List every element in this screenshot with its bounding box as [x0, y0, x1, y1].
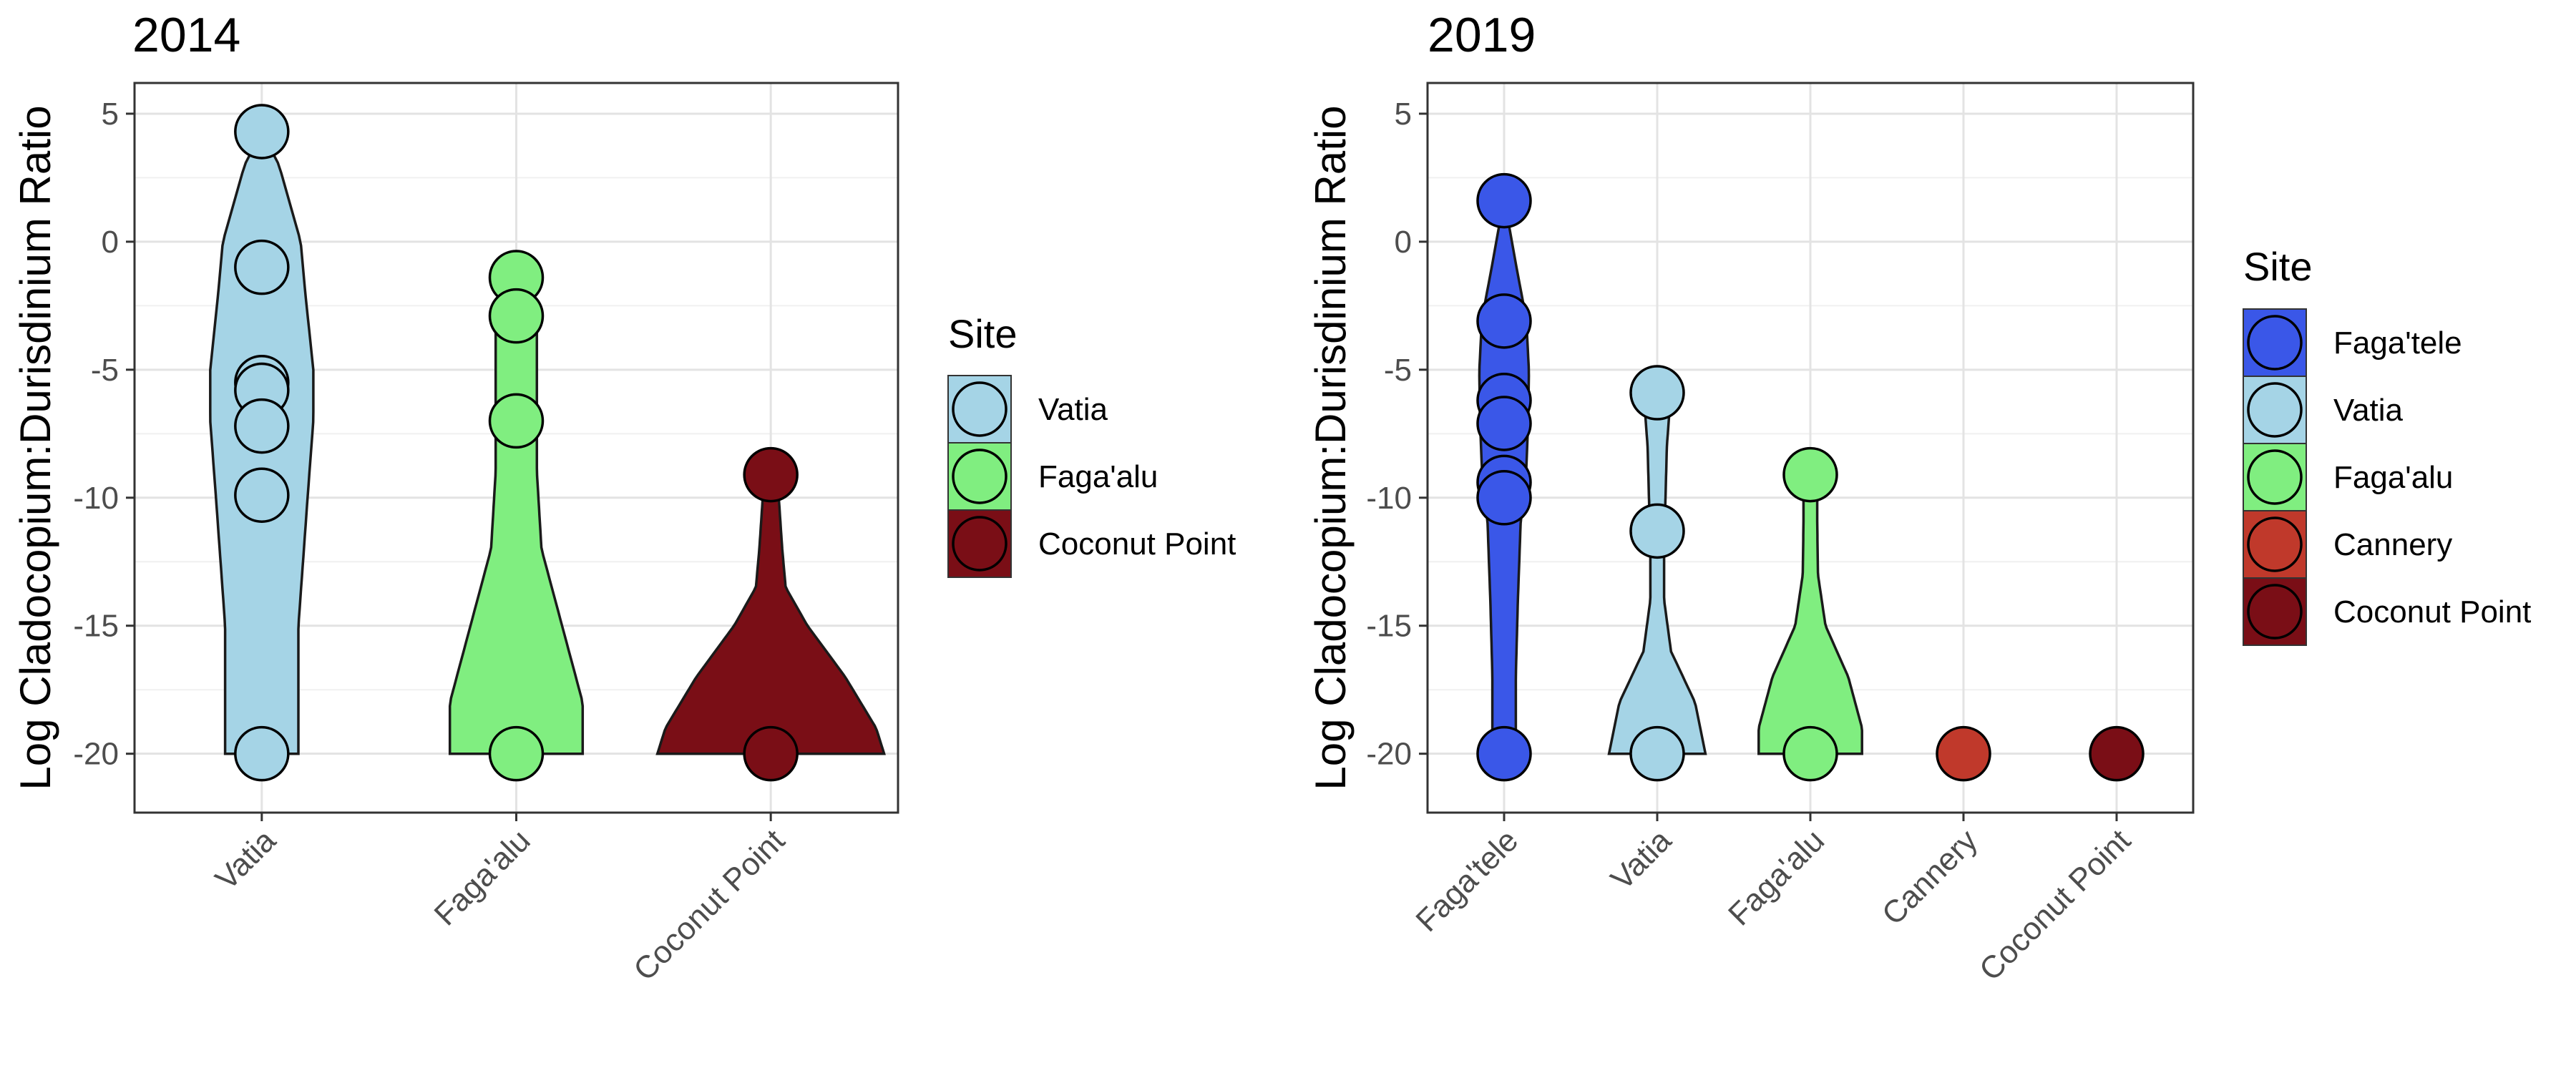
- point-faga-tele: [1476, 172, 1532, 229]
- legend-label: Faga'tele: [2333, 325, 2462, 361]
- y-tick-label: 0: [1395, 225, 1412, 260]
- legend-key-point: [952, 449, 1008, 504]
- point-faga-tele: [1476, 470, 1532, 526]
- legend-item-vatia: Vatia: [2243, 376, 2404, 444]
- x-tick-label: Coconut Point: [627, 823, 791, 987]
- x-tick-label: Vatia: [1604, 823, 1679, 897]
- legend-item-faga-alu: Faga'alu: [947, 442, 1158, 511]
- legend-label: Coconut Point: [1038, 526, 1236, 562]
- legend-key-point: [952, 381, 1008, 437]
- point-vatia: [1629, 365, 1685, 421]
- legend-label: Cannery: [2333, 527, 2452, 562]
- panel-1: 2014 5 0 -5 -10 -15 -20 Vatia Faga'alu Coconut Po…: [11, 8, 1236, 988]
- x-tick-label: Faga'alu: [428, 823, 537, 932]
- y-axis-label: Log Cladocopium:Durisdinium Ratio: [1307, 105, 1355, 790]
- point-faga-tele: [1476, 725, 1532, 782]
- legend-item-faga-tele: Faga'tele: [2243, 308, 2462, 377]
- y-tick-label: 5: [102, 97, 119, 132]
- y-tick-label: -15: [73, 609, 119, 644]
- panel-title: 2019: [1428, 8, 1536, 62]
- point-cannery: [1936, 725, 1991, 782]
- legend-key-point: [2247, 315, 2303, 371]
- point-faga-alu: [488, 288, 545, 344]
- y-tick-label: 0: [102, 225, 119, 260]
- violin-vatia: [1607, 391, 1707, 755]
- legend-item-coconut-point: Coconut Point: [947, 509, 1236, 578]
- legend-key-point: [2247, 449, 2303, 505]
- legend-label: Vatia: [1038, 392, 1108, 427]
- legend-key-point: [2247, 382, 2303, 438]
- x-tick-label: Faga'alu: [1722, 823, 1831, 932]
- violin-faga-alu: [448, 276, 585, 755]
- legend-key-point: [952, 516, 1008, 572]
- legend-item-cannery: Cannery: [2243, 510, 2452, 579]
- legend-label: Coconut Point: [2333, 594, 2531, 629]
- point-vatia: [234, 398, 290, 454]
- legend-item-coconut-point: Coconut Point: [2243, 577, 2531, 646]
- point-vatia: [234, 104, 290, 160]
- legend-label: Faga'alu: [1038, 459, 1158, 494]
- y-tick-label: -20: [73, 737, 119, 772]
- point-faga-alu: [488, 725, 545, 782]
- point-faga-alu: [488, 393, 545, 449]
- point-coconut-point: [743, 446, 799, 503]
- legend-key-point: [2247, 584, 2303, 640]
- x-tick-label: Coconut Point: [1973, 823, 2137, 987]
- point-faga-alu: [1782, 446, 1838, 503]
- y-tick-label: -5: [91, 353, 119, 388]
- point-faga-alu: [1782, 725, 1838, 782]
- legend-item-faga-alu: Faga'alu: [2243, 443, 2453, 511]
- y-tick-label: 5: [1395, 97, 1412, 132]
- violin-faga-alu: [1757, 471, 1863, 755]
- legend: Site Vatia Faga'alu Coconut Point: [947, 311, 1236, 578]
- y-axis-label: Log Cladocopium:Durisdinium Ratio: [11, 105, 59, 790]
- point-coconut-point: [743, 725, 799, 782]
- y-tick-label: -20: [1366, 737, 1412, 772]
- point-vatia: [234, 725, 290, 782]
- legend-label: Vatia: [2333, 393, 2404, 428]
- panel-title: 2014: [132, 8, 240, 62]
- y-tick-label: -10: [73, 481, 119, 516]
- legend-key-point: [2247, 516, 2303, 572]
- legend-title: Site: [948, 311, 1018, 356]
- x-tick-label: Vatia: [209, 823, 283, 897]
- panel-2: 2019 5 0 -5 -10 -15 -20 Faga'tele Vatia Faga'alu C…: [1307, 8, 2531, 988]
- point-faga-tele: [1476, 396, 1532, 451]
- violin-coconut-point: [655, 473, 886, 755]
- point-vatia: [234, 239, 290, 295]
- x-tick-label: Faga'tele: [1409, 823, 1525, 939]
- legend: Site Faga'tele Vatia Faga'alu Cannery Coconut…: [2243, 244, 2531, 646]
- y-tick-label: -5: [1384, 353, 1412, 388]
- point-coconut-point: [2089, 725, 2145, 782]
- x-tick-label: Cannery: [1875, 823, 1984, 931]
- y-tick-label: -15: [1366, 609, 1412, 644]
- point-faga-tele: [1476, 293, 1532, 349]
- y-tick-label: -10: [1366, 481, 1412, 516]
- point-vatia: [1629, 725, 1685, 782]
- legend-title: Site: [2243, 244, 2313, 289]
- point-vatia: [234, 467, 290, 523]
- legend-item-vatia: Vatia: [947, 375, 1108, 444]
- point-vatia: [1629, 503, 1685, 559]
- legend-label: Faga'alu: [2333, 460, 2453, 495]
